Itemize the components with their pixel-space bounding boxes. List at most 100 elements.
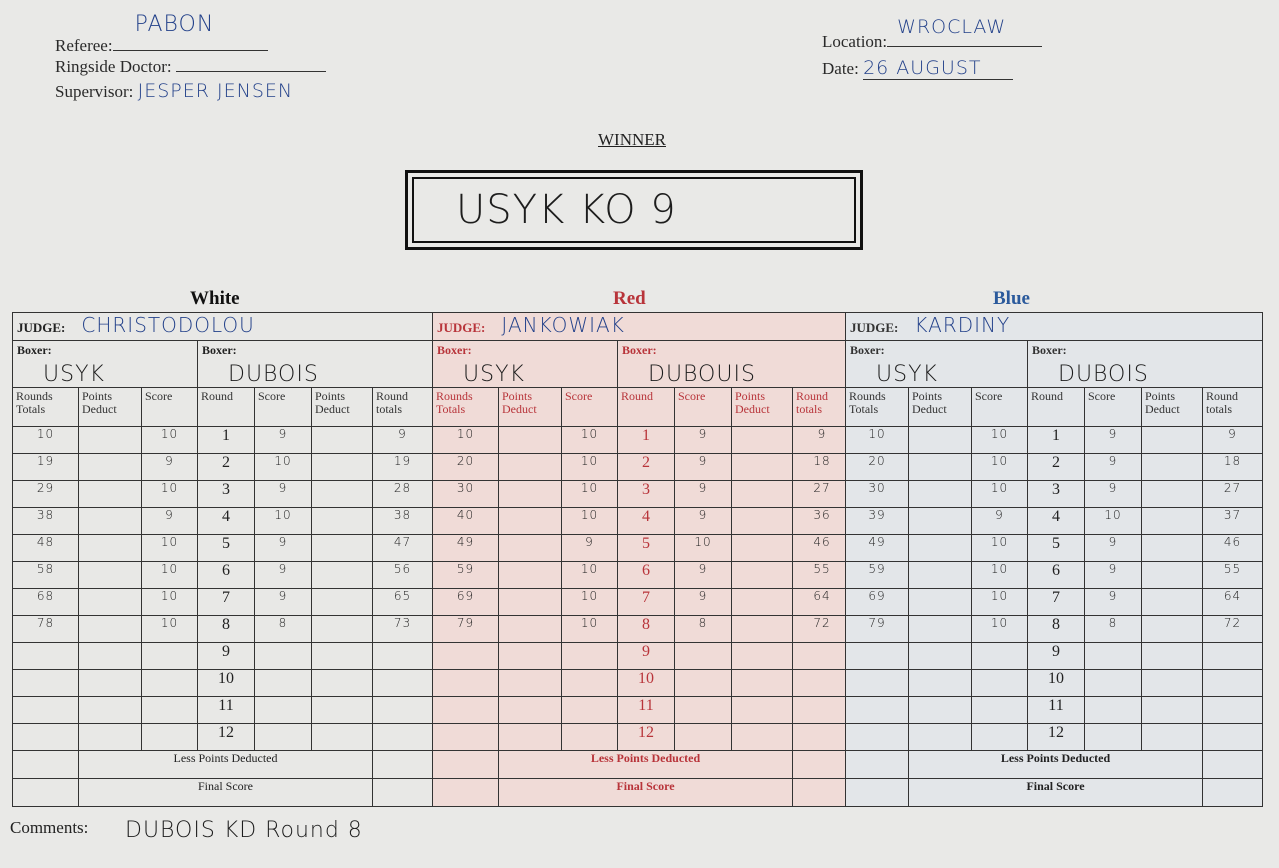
right-points-deduct[interactable] — [1141, 642, 1203, 670]
left-rounds-total[interactable] — [845, 642, 909, 670]
left-points-deduct[interactable] — [78, 723, 142, 751]
right-round-total[interactable]: 27 — [1202, 480, 1263, 508]
left-score[interactable]: 10 — [141, 480, 198, 508]
right-score[interactable] — [254, 642, 312, 670]
left-rounds-total[interactable]: 48 — [12, 534, 79, 562]
right-score[interactable]: 9 — [254, 534, 312, 562]
left-rounds-total[interactable] — [432, 696, 499, 724]
right-points-deduct[interactable] — [731, 669, 793, 697]
left-points-deduct[interactable] — [908, 696, 972, 724]
left-score[interactable]: 10 — [561, 615, 618, 643]
left-rounds-total[interactable]: 59 — [432, 561, 499, 589]
right-score[interactable] — [1084, 723, 1142, 751]
left-score[interactable]: 10 — [971, 588, 1028, 616]
right-points-deduct[interactable] — [311, 696, 373, 724]
right-points-deduct[interactable] — [311, 453, 373, 481]
right-points-deduct[interactable] — [1141, 507, 1203, 535]
left-points-deduct[interactable] — [498, 426, 562, 454]
final-score-left-value[interactable] — [432, 778, 499, 807]
right-points-deduct[interactable] — [731, 561, 793, 589]
left-points-deduct[interactable] — [908, 426, 972, 454]
right-round-total[interactable]: 28 — [372, 480, 433, 508]
left-score[interactable]: 10 — [561, 507, 618, 535]
left-points-deduct[interactable] — [78, 426, 142, 454]
right-score[interactable]: 8 — [674, 615, 732, 643]
right-round-total[interactable] — [372, 696, 433, 724]
right-points-deduct[interactable] — [731, 534, 793, 562]
left-rounds-total[interactable] — [845, 696, 909, 724]
right-round-total[interactable]: 9 — [372, 426, 433, 454]
left-points-deduct[interactable] — [908, 669, 972, 697]
right-round-total[interactable]: 46 — [792, 534, 852, 562]
left-points-deduct[interactable] — [78, 669, 142, 697]
right-score[interactable]: 9 — [254, 588, 312, 616]
left-points-deduct[interactable] — [908, 615, 972, 643]
right-round-total[interactable]: 64 — [1202, 588, 1263, 616]
right-score[interactable]: 10 — [674, 534, 732, 562]
left-score[interactable]: 10 — [141, 615, 198, 643]
left-points-deduct[interactable] — [78, 696, 142, 724]
final-score-left-value[interactable] — [845, 778, 909, 807]
left-points-deduct[interactable] — [78, 561, 142, 589]
right-round-total[interactable]: 19 — [372, 453, 433, 481]
right-points-deduct[interactable] — [1141, 588, 1203, 616]
right-points-deduct[interactable] — [1141, 696, 1203, 724]
right-score[interactable]: 9 — [1084, 453, 1142, 481]
left-rounds-total[interactable] — [12, 696, 79, 724]
right-points-deduct[interactable] — [1141, 534, 1203, 562]
less-points-left-value[interactable] — [12, 750, 79, 779]
right-points-deduct[interactable] — [1141, 453, 1203, 481]
right-round-total[interactable]: 65 — [372, 588, 433, 616]
left-rounds-total[interactable]: 10 — [12, 426, 79, 454]
right-score[interactable] — [674, 723, 732, 751]
less-points-right-value[interactable] — [1202, 750, 1263, 779]
left-rounds-total[interactable]: 10 — [845, 426, 909, 454]
left-rounds-total[interactable]: 49 — [845, 534, 909, 562]
left-points-deduct[interactable] — [908, 534, 972, 562]
right-score[interactable]: 9 — [1084, 426, 1142, 454]
right-round-total[interactable]: 9 — [1202, 426, 1263, 454]
left-rounds-total[interactable]: 49 — [432, 534, 499, 562]
left-score[interactable]: 10 — [561, 561, 618, 589]
left-points-deduct[interactable] — [78, 480, 142, 508]
left-points-deduct[interactable] — [498, 534, 562, 562]
right-points-deduct[interactable] — [311, 426, 373, 454]
right-points-deduct[interactable] — [731, 507, 793, 535]
left-score[interactable] — [971, 723, 1028, 751]
left-score[interactable]: 10 — [141, 426, 198, 454]
left-score[interactable] — [971, 669, 1028, 697]
left-rounds-total[interactable]: 40 — [432, 507, 499, 535]
left-score[interactable]: 10 — [971, 480, 1028, 508]
left-points-deduct[interactable] — [78, 534, 142, 562]
left-rounds-total[interactable] — [432, 642, 499, 670]
left-points-deduct[interactable] — [498, 588, 562, 616]
right-round-total[interactable]: 72 — [1202, 615, 1263, 643]
right-points-deduct[interactable] — [311, 534, 373, 562]
left-score[interactable] — [141, 642, 198, 670]
right-round-total[interactable] — [792, 642, 852, 670]
right-points-deduct[interactable] — [311, 669, 373, 697]
right-round-total[interactable]: 73 — [372, 615, 433, 643]
right-round-total[interactable] — [372, 669, 433, 697]
right-round-total[interactable] — [372, 642, 433, 670]
left-rounds-total[interactable]: 69 — [845, 588, 909, 616]
right-points-deduct[interactable] — [731, 615, 793, 643]
right-points-deduct[interactable] — [311, 561, 373, 589]
right-points-deduct[interactable] — [311, 723, 373, 751]
right-score[interactable]: 9 — [674, 453, 732, 481]
right-points-deduct[interactable] — [731, 723, 793, 751]
right-score[interactable]: 9 — [674, 588, 732, 616]
right-round-total[interactable] — [1202, 669, 1263, 697]
right-score[interactable]: 9 — [674, 426, 732, 454]
right-points-deduct[interactable] — [311, 588, 373, 616]
right-score[interactable] — [1084, 696, 1142, 724]
left-rounds-total[interactable]: 30 — [432, 480, 499, 508]
left-rounds-total[interactable] — [845, 723, 909, 751]
left-score[interactable] — [141, 723, 198, 751]
left-rounds-total[interactable]: 30 — [845, 480, 909, 508]
right-round-total[interactable]: 37 — [1202, 507, 1263, 535]
right-points-deduct[interactable] — [1141, 669, 1203, 697]
left-points-deduct[interactable] — [908, 453, 972, 481]
right-score[interactable]: 8 — [1084, 615, 1142, 643]
left-score[interactable]: 10 — [561, 426, 618, 454]
